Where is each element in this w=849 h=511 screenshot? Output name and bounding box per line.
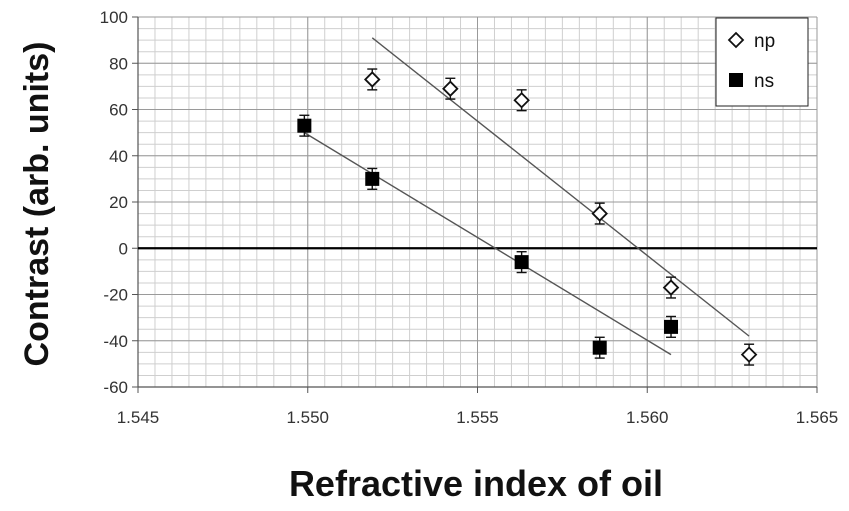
- y-tick-label: -40: [103, 332, 128, 351]
- point-ns: [365, 171, 380, 186]
- y-tick-label: 80: [109, 54, 128, 73]
- point-np: [442, 80, 459, 97]
- y-axis-title: Contrast (arb. units): [18, 42, 56, 367]
- markers: [297, 71, 758, 363]
- point-ns: [297, 118, 312, 133]
- y-tick-label: 60: [109, 101, 128, 120]
- grid: [137, 16, 818, 388]
- x-axis-title: Refractive index of oil: [289, 463, 663, 504]
- trendline-ns: [303, 132, 672, 356]
- point-ns: [592, 340, 607, 355]
- point-ns: [514, 255, 529, 270]
- point-np: [591, 205, 608, 222]
- point-np: [363, 71, 381, 88]
- point-np: [740, 346, 758, 363]
- legend-marker-ns: [729, 73, 743, 87]
- tick-labels: -60 -40 -20 0 20 40 60 80 100 1.545 1.550 1.555 1.56…: [100, 8, 839, 427]
- trendlines: [303, 37, 750, 356]
- y-tick-label: 0: [119, 239, 128, 258]
- legend-marker-np: [727, 31, 745, 49]
- y-tick-label: 20: [109, 193, 128, 212]
- legend-box: [715, 17, 809, 107]
- trendline-np: [371, 37, 750, 337]
- x-tick-label: 1.550: [286, 408, 329, 427]
- x-tick-label: 1.555: [456, 408, 499, 427]
- error-bars: [299, 68, 755, 366]
- y-tick-label: 100: [100, 8, 128, 27]
- legend-label-np: np: [754, 31, 775, 52]
- legend: np ns: [715, 17, 809, 107]
- x-tick-label: 1.565: [796, 408, 839, 427]
- legend-label-ns: ns: [754, 71, 774, 92]
- y-tick-label: -20: [103, 286, 128, 305]
- point-ns: [664, 319, 679, 334]
- point-np: [662, 279, 680, 296]
- point-np: [513, 91, 530, 109]
- axes: [132, 16, 818, 393]
- x-tick-label: 1.545: [117, 408, 160, 427]
- x-tick-label: 1.560: [626, 408, 669, 427]
- y-tick-label: -60: [103, 378, 128, 397]
- y-tick-label: 40: [109, 147, 128, 166]
